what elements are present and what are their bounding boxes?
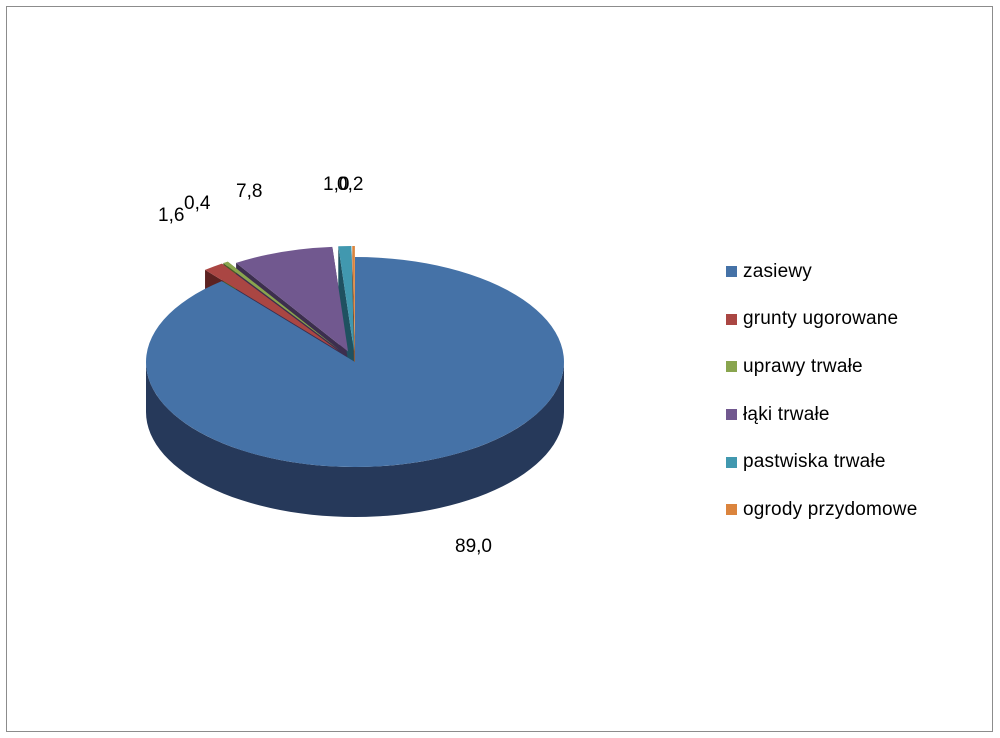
data-label-zasiewy: 89,0: [455, 536, 492, 557]
legend-item-laki-trwale: łąki trwałe: [726, 391, 917, 439]
legend-label: pastwiska trwałe: [743, 451, 886, 473]
data-label-laki-trwale: 7,8: [236, 181, 262, 202]
legend-swatch: [726, 409, 737, 421]
legend-label: ogrody przydomowe: [743, 498, 918, 520]
legend-label: łąki trwałe: [743, 403, 830, 425]
legend-item-uprawy-trwale: uprawy trwałe: [726, 343, 917, 391]
legend: zasiewy grunty ugorowane uprawy trwałe łąki…: [726, 248, 917, 534]
data-label-uprawy-trwale: 0,4: [184, 193, 211, 214]
legend-swatch: [726, 504, 737, 516]
pie-slice-ogrody-przydomowe: [352, 246, 355, 352]
legend-item-grunty-ugorowane: grunty ugorowane: [726, 296, 917, 344]
legend-swatch: [726, 313, 737, 325]
pie-slice-edge-zasiewy: [146, 362, 564, 517]
pie-slice-pastwiska-trwale: [338, 246, 355, 352]
legend-label: grunty ugorowane: [743, 308, 899, 330]
data-label-pastwiska-trwale: 1,0: [323, 174, 349, 195]
data-label-ogrody-przydomowe: 0,2: [337, 174, 363, 195]
pie-slice-grunty-ugorowane: [205, 263, 339, 351]
pie-slice-uprawy-trwale: [223, 261, 340, 351]
legend-item-ogrody-przydomowe: ogrody przydomowe: [726, 486, 917, 534]
legend-label: zasiewy: [743, 260, 812, 282]
pie-slice-laki-trwale: [236, 246, 349, 352]
legend-item-pastwiska-trwale: pastwiska trwałe: [726, 438, 917, 486]
legend-item-zasiewy: zasiewy: [726, 248, 917, 296]
pie-slice-zasiewy: [146, 257, 564, 468]
pie-labels: 89,0 1,60,4 7,8 1,00,2: [158, 174, 492, 557]
pie-tops: [146, 246, 564, 517]
legend-label: uprawy trwałe: [743, 355, 863, 377]
legend-swatch: [726, 456, 737, 468]
data-label-grunty-ugorowane: 1,6: [158, 205, 184, 226]
legend-swatch: [726, 361, 737, 373]
legend-swatch: [726, 266, 737, 278]
